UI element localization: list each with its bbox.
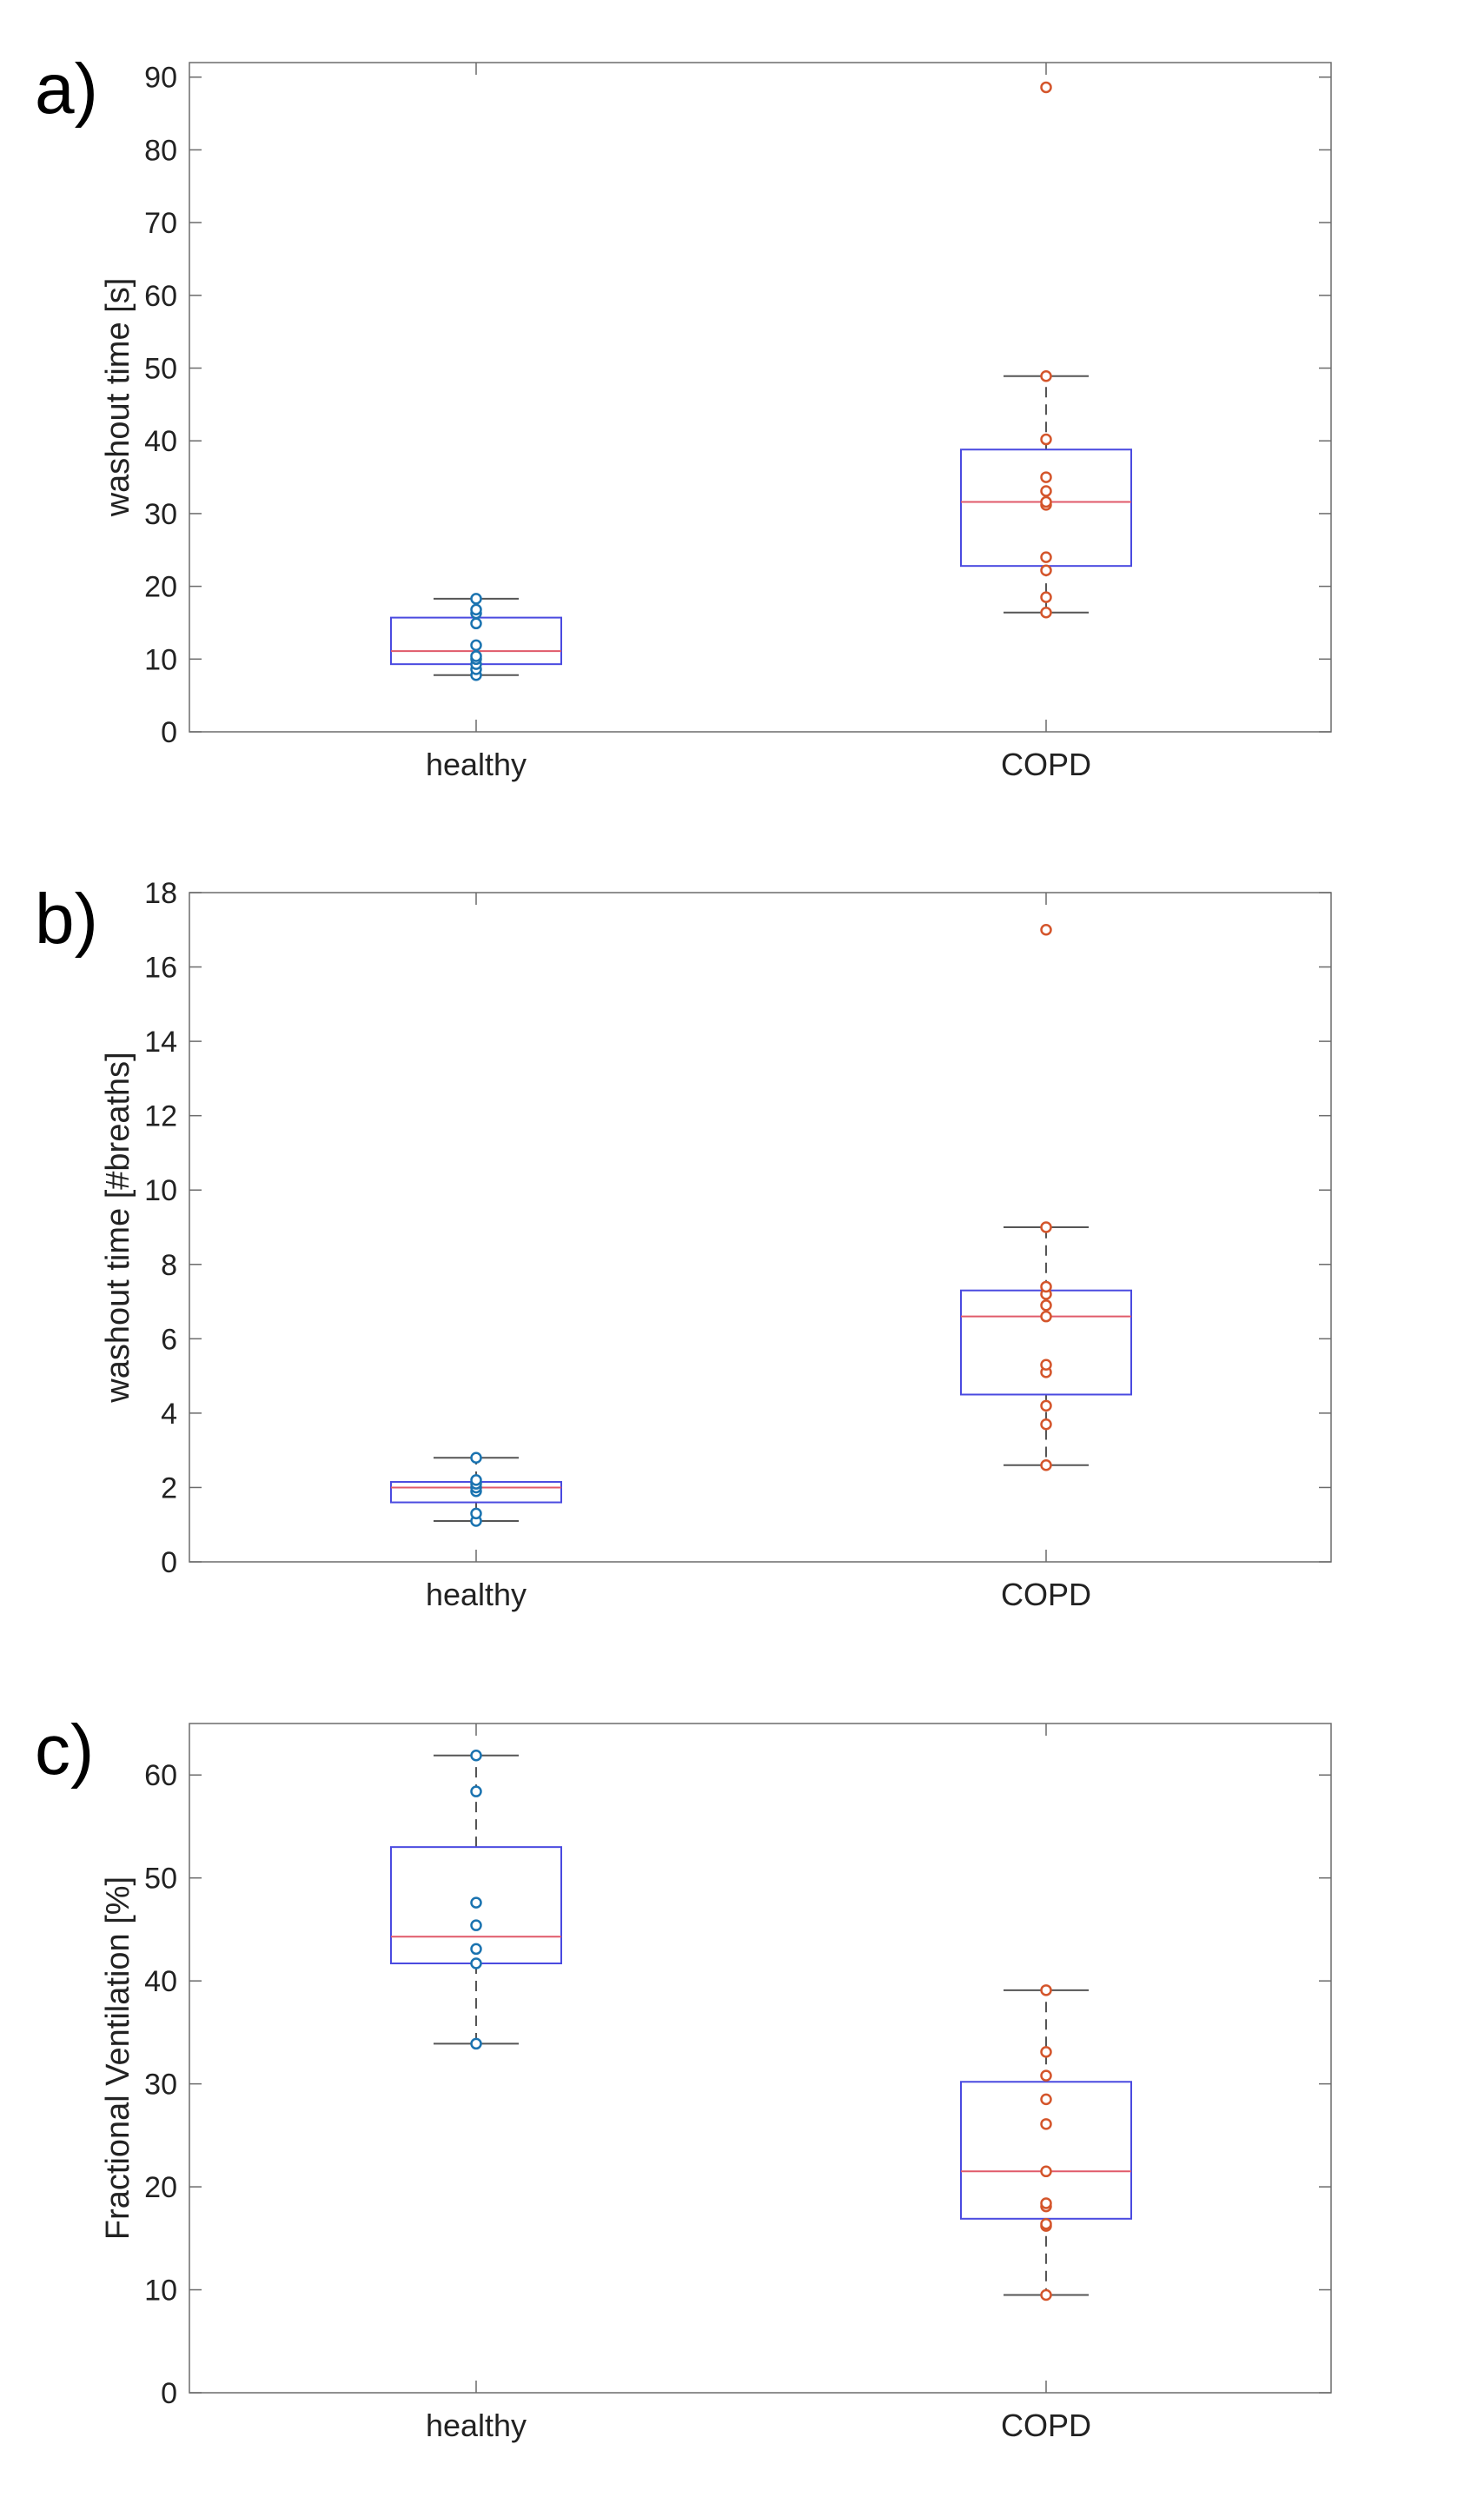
y-tick-label: 40 bbox=[144, 425, 177, 458]
data-point bbox=[470, 2037, 482, 2050]
x-tick-label-copd: COPD bbox=[1001, 747, 1091, 782]
data-point bbox=[1040, 1221, 1052, 1233]
chart-panel-a: a) 0 10 20 30 40 50 60 70 80 90 healthy COPD washout … bbox=[35, 50, 1332, 782]
data-point bbox=[1040, 2093, 1052, 2106]
y-tick-label: 8 bbox=[161, 1249, 177, 1282]
panel-label: c) bbox=[35, 1710, 94, 1790]
data-point bbox=[1040, 2118, 1052, 2130]
x-tick-label-copd: COPD bbox=[1001, 1577, 1091, 1612]
box-group-healthy bbox=[390, 1451, 562, 1527]
data-point bbox=[1040, 606, 1052, 619]
y-tick-label: 10 bbox=[144, 643, 177, 676]
y-tick-label: 90 bbox=[144, 62, 177, 95]
y-axis-label: washout time [#breaths] bbox=[100, 1052, 136, 1403]
data-point bbox=[1040, 551, 1052, 563]
box-group-healthy bbox=[390, 593, 562, 681]
y-tick-label: 40 bbox=[144, 1965, 177, 1998]
y-tick-label: 2 bbox=[161, 1471, 177, 1504]
data-point bbox=[1040, 485, 1052, 497]
data-point bbox=[1040, 471, 1052, 483]
data-point bbox=[1040, 2217, 1052, 2230]
y-tick-label: 60 bbox=[144, 1759, 177, 1792]
box-group-copd bbox=[960, 924, 1132, 1471]
data-point bbox=[1040, 2165, 1052, 2178]
y-tick-label: 70 bbox=[144, 207, 177, 240]
y-tick-label: 80 bbox=[144, 134, 177, 167]
y-tick-label: 30 bbox=[144, 2069, 177, 2102]
data-point bbox=[470, 1451, 482, 1464]
data-point bbox=[1040, 1280, 1052, 1293]
y-tick-label: 0 bbox=[161, 2377, 177, 2410]
data-point bbox=[1040, 1358, 1052, 1372]
data-point bbox=[1040, 591, 1052, 603]
data-point bbox=[1040, 1310, 1052, 1323]
chart-panel-b: b) 0 2 4 6 8 10 12 14 16 18 healthy COPD washout time… bbox=[35, 877, 1332, 1612]
x-tick-label-copd: COPD bbox=[1001, 2408, 1091, 2443]
data-point bbox=[1040, 369, 1052, 382]
y-axis-label: washout time [s] bbox=[100, 278, 136, 518]
data-point bbox=[470, 1474, 482, 1486]
box-group-copd bbox=[960, 81, 1132, 619]
data-point bbox=[1040, 433, 1052, 446]
data-point bbox=[470, 1896, 482, 1909]
y-tick-label: 20 bbox=[144, 2171, 177, 2204]
x-tick-label-healthy: healthy bbox=[426, 747, 527, 782]
y-tick-label: 12 bbox=[144, 1100, 177, 1133]
y-tick-label: 50 bbox=[144, 1863, 177, 1896]
y-axis-label: Fractional Ventilation [%] bbox=[100, 1876, 136, 2240]
y-tick-label: 50 bbox=[144, 353, 177, 386]
data-point bbox=[470, 1785, 482, 1797]
data-point bbox=[1040, 924, 1052, 936]
y-tick-label: 20 bbox=[144, 571, 177, 604]
data-point bbox=[1040, 495, 1052, 508]
data-point bbox=[1040, 2069, 1052, 2082]
y-tick-label: 16 bbox=[144, 952, 177, 985]
chart-panel-c: c) 0 10 20 30 40 50 60 healthy COPD Fractional Ven… bbox=[35, 1710, 1332, 2443]
y-tick-label: 10 bbox=[144, 1174, 177, 1207]
data-point bbox=[1040, 1418, 1052, 1431]
data-point bbox=[470, 650, 482, 662]
data-point bbox=[470, 617, 482, 630]
panel-label: a) bbox=[35, 50, 98, 129]
data-point bbox=[470, 1943, 482, 1956]
y-tick-label: 0 bbox=[161, 1546, 177, 1579]
box-group-copd bbox=[960, 1984, 1132, 2301]
data-point bbox=[470, 1749, 482, 1762]
data-point bbox=[1040, 1299, 1052, 1312]
data-point bbox=[1040, 2197, 1052, 2209]
data-point bbox=[1040, 564, 1052, 576]
data-point bbox=[1040, 2046, 1052, 2058]
plot-frame bbox=[189, 62, 1332, 733]
data-point bbox=[470, 1507, 482, 1520]
y-tick-label: 18 bbox=[144, 877, 177, 910]
data-point bbox=[1040, 1984, 1052, 1996]
data-point bbox=[470, 603, 482, 616]
y-tick-label: 4 bbox=[161, 1398, 177, 1431]
data-point bbox=[1040, 1399, 1052, 1412]
x-tick-label-healthy: healthy bbox=[426, 2408, 527, 2443]
y-tick-label: 60 bbox=[144, 280, 177, 313]
data-point bbox=[1040, 2288, 1052, 2301]
data-point bbox=[470, 593, 482, 605]
y-tick-label: 10 bbox=[144, 2275, 177, 2308]
data-point bbox=[470, 639, 482, 652]
data-point bbox=[1040, 1459, 1052, 1471]
data-point bbox=[1040, 81, 1052, 94]
box-group-healthy bbox=[390, 1749, 562, 2050]
data-point bbox=[470, 1957, 482, 1969]
panel-label: b) bbox=[35, 880, 98, 959]
plot-frame bbox=[189, 1723, 1332, 2394]
y-tick-label: 30 bbox=[144, 498, 177, 531]
y-tick-label: 14 bbox=[144, 1026, 177, 1059]
y-tick-label: 0 bbox=[161, 716, 177, 749]
plot-frame bbox=[189, 892, 1332, 1563]
x-tick-label-healthy: healthy bbox=[426, 1577, 527, 1612]
data-point bbox=[470, 1919, 482, 1931]
y-tick-label: 6 bbox=[161, 1323, 177, 1356]
